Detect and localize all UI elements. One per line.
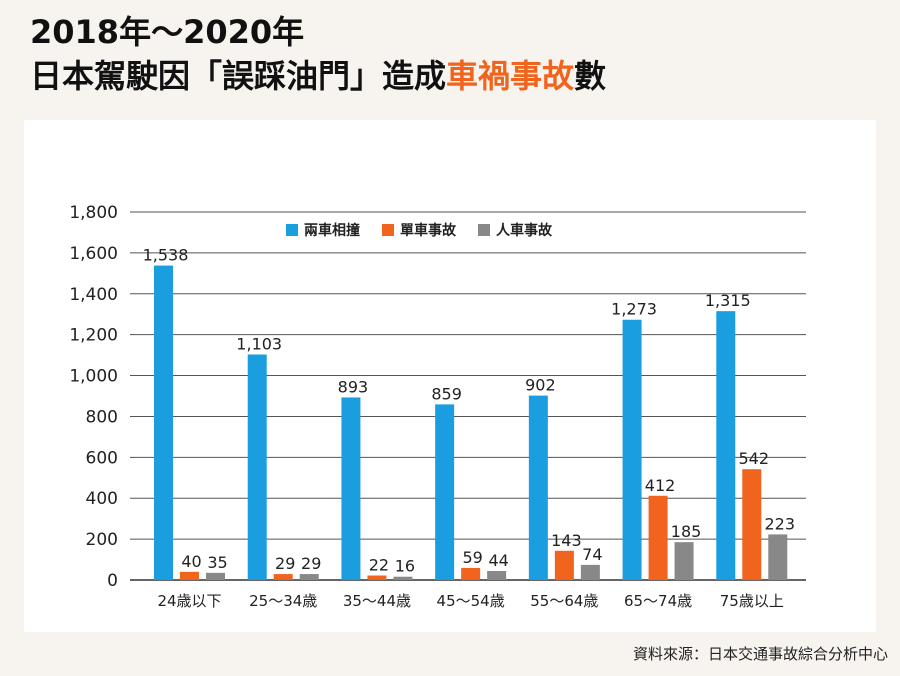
data-label: 44: [488, 551, 508, 570]
title-prefix: 日本駕駛因「誤踩油門」造成: [30, 57, 447, 95]
data-label: 29: [275, 554, 295, 573]
title-suffix: 數: [574, 57, 607, 95]
data-label: 40: [181, 552, 201, 571]
bar: [435, 404, 455, 580]
legend-item-collision: 兩車相撞: [286, 220, 360, 240]
y-tick-label: 600: [86, 448, 118, 468]
data-label: 1,538: [143, 246, 189, 265]
bar-chart: 0 200 400 600 800 1,000 1,200 1,400 1,600 1,800 1,…: [69, 203, 806, 610]
x-tick-label: 45～54歳: [437, 592, 505, 610]
legend-item-pedestrian: 人車事故: [478, 220, 552, 240]
bar: [341, 397, 361, 580]
data-label: 893: [338, 377, 369, 396]
bar: [393, 576, 413, 580]
x-tick-label: 55～64歳: [530, 592, 598, 610]
y-tick-label: 1,000: [69, 367, 118, 387]
bar: [716, 311, 736, 580]
title-highlight: 車禍事故: [446, 57, 575, 95]
bar: [528, 395, 548, 580]
y-tick-label: 400: [86, 489, 118, 509]
title-line-1: 2018年～2020年: [30, 13, 305, 51]
y-tick-label: 1,600: [69, 244, 118, 264]
x-tick-label: 35～44歳: [343, 592, 411, 610]
bar: [154, 265, 173, 580]
y-tick-label: 1,200: [69, 326, 118, 346]
data-label: 35: [207, 553, 227, 572]
y-tick-label: 1,800: [69, 203, 118, 223]
bar: [622, 319, 642, 580]
legend-label-single: 單車事故: [400, 223, 456, 239]
data-label: 859: [431, 384, 462, 403]
data-label: 185: [671, 522, 702, 541]
data-label: 1,315: [705, 291, 751, 310]
title-line-2: 日本駕駛因「誤踩油門」造成車禍事故數: [30, 54, 606, 98]
bar: [247, 354, 267, 580]
bar: [648, 495, 668, 580]
data-label: 1,273: [611, 300, 657, 319]
data-label: 223: [765, 514, 796, 533]
bar: [206, 572, 225, 580]
chart-card: 0 200 400 600 800 1,000 1,200 1,400 1,600 1,800 1,…: [24, 120, 876, 632]
data-label: 902: [525, 376, 556, 395]
data-label: 1,103: [236, 334, 282, 353]
legend-label-pedestrian: 人車事故: [496, 223, 552, 239]
data-label: 16: [395, 557, 415, 576]
data-label: 412: [645, 476, 676, 495]
bar: [742, 469, 762, 580]
bar: [461, 567, 481, 580]
data-label: 22: [369, 556, 389, 575]
title-block: 2018年～2020年 日本駕駛因「誤踩油門」造成車禍事故數: [30, 10, 606, 98]
y-tick-label: 200: [86, 530, 118, 550]
bar: [180, 571, 199, 580]
chart-legend: 兩車相撞 單車事故 人車事故: [286, 220, 552, 240]
y-tick-label: 800: [86, 407, 118, 427]
x-tick-label: 24歳以下: [157, 592, 221, 610]
data-label: 59: [462, 548, 482, 567]
y-tick-label: 1,400: [69, 285, 118, 305]
data-label: 29: [301, 554, 321, 573]
legend-swatch-collision: [286, 224, 298, 236]
legend-item-single: 單車事故: [382, 220, 456, 240]
bar: [367, 575, 387, 580]
bar: [768, 534, 788, 580]
legend-label-collision: 兩車相撞: [304, 223, 360, 239]
x-tick-label: 25～34歳: [249, 592, 317, 610]
x-tick-label: 65～74歳: [624, 592, 692, 610]
bar: [299, 574, 319, 580]
bar: [487, 571, 507, 580]
bar: [580, 564, 600, 580]
data-label: 143: [551, 531, 582, 550]
legend-swatch-single: [382, 224, 394, 236]
bar: [554, 550, 574, 580]
bar: [273, 574, 293, 580]
source-note: 資料來源：日本交通事故綜合分析中心: [632, 645, 888, 663]
data-label: 542: [739, 449, 770, 468]
bar: [674, 542, 694, 580]
legend-swatch-pedestrian: [478, 224, 490, 236]
data-label: 74: [582, 545, 602, 564]
y-tick-label: 0: [107, 571, 118, 591]
x-tick-label: 75歳以上: [720, 592, 784, 610]
